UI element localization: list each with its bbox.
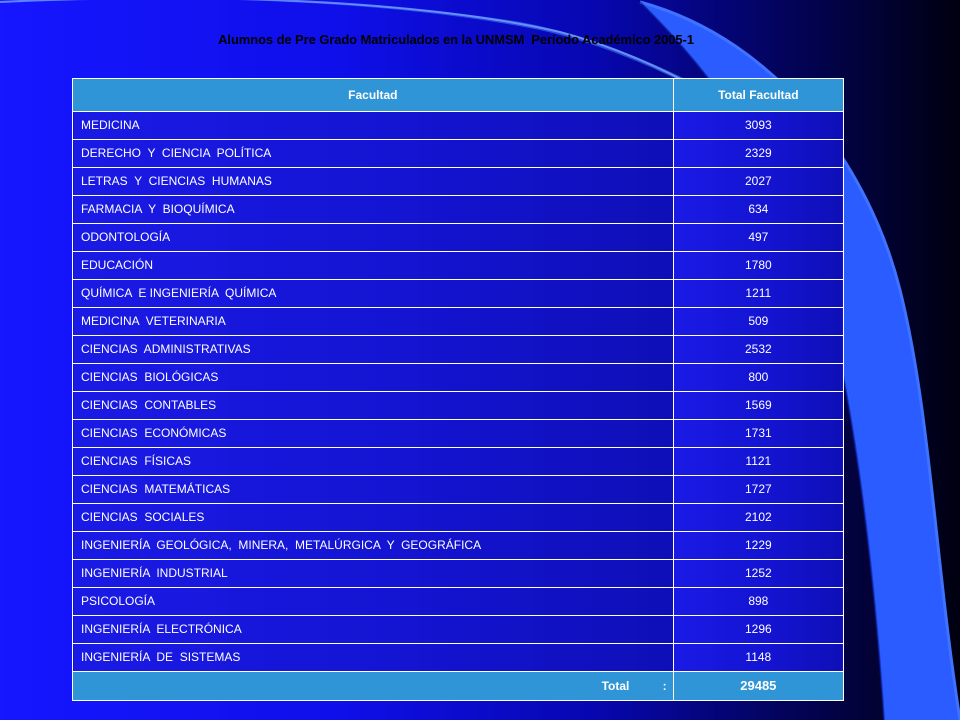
facultad-cell: CIENCIAS CONTABLES	[72, 391, 674, 420]
table-row: INGENIERÍA GEOLÓGICA, MINERA, METALÚRGIC…	[72, 531, 845, 560]
table-row: PSICOLOGÍA 898	[72, 587, 845, 616]
facultad-cell: INGENIERÍA ELECTRÓNICA	[72, 615, 674, 644]
header-facultad: Facultad	[72, 78, 674, 112]
total-facultad-cell: 2102	[672, 503, 845, 532]
facultad-cell: CIENCIAS ADMINISTRATIVAS	[72, 335, 674, 364]
total-facultad-cell: 1211	[672, 279, 845, 308]
table-row: CIENCIAS SOCIALES 2102	[72, 503, 845, 532]
total-facultad-cell: 497	[672, 223, 845, 252]
slide-title: Alumnos de Pre Grado Matriculados en la …	[218, 32, 694, 47]
facultad-cell: INGENIERÍA GEOLÓGICA, MINERA, METALÚRGIC…	[72, 531, 674, 560]
facultad-cell: INGENIERÍA INDUSTRIAL	[72, 559, 674, 588]
table-row: INGENIERÍA DE SISTEMAS 1148	[72, 643, 845, 672]
table-header-row: Facultad Total Facultad	[72, 78, 845, 112]
table-total-row: Total : 29485	[72, 671, 845, 701]
facultad-cell: LETRAS Y CIENCIAS HUMANAS	[72, 167, 674, 196]
table-row: MEDICINA 3093	[72, 111, 845, 140]
total-facultad-cell: 2027	[672, 167, 845, 196]
table-body: MEDICINA 3093 DERECHO Y CIENCIA POLÍTICA 23…	[72, 111, 845, 672]
table-row: INGENIERÍA INDUSTRIAL 1252	[72, 559, 845, 588]
total-facultad-cell: 800	[672, 363, 845, 392]
table-row: CIENCIAS BIOLÓGICAS 800	[72, 363, 845, 392]
facultad-cell: EDUCACIÓN	[72, 251, 674, 280]
total-facultad-cell: 1229	[672, 531, 845, 560]
total-facultad-cell: 1252	[672, 559, 845, 588]
facultad-cell: FARMACIA Y BIOQUÍMICA	[72, 195, 674, 224]
total-facultad-cell: 509	[672, 307, 845, 336]
table-row: INGENIERÍA ELECTRÓNICA 1296	[72, 615, 845, 644]
total-facultad-cell: 1569	[672, 391, 845, 420]
total-facultad-cell: 898	[672, 587, 845, 616]
table-row: MEDICINA VETERINARIA 509	[72, 307, 845, 336]
facultad-cell: ODONTOLOGÍA	[72, 223, 674, 252]
table-row: CIENCIAS MATEMÁTICAS 1727	[72, 475, 845, 504]
total-facultad-cell: 1296	[672, 615, 845, 644]
table-row: EDUCACIÓN 1780	[72, 251, 845, 280]
table-row: QUÍMICA E INGENIERÍA QUÍMICA 1211	[72, 279, 845, 308]
facultad-cell: CIENCIAS MATEMÁTICAS	[72, 475, 674, 504]
header-total-facultad: Total Facultad	[672, 78, 845, 112]
facultad-cell: MEDICINA	[72, 111, 674, 140]
table-row: CIENCIAS ADMINISTRATIVAS 2532	[72, 335, 845, 364]
total-facultad-cell: 2532	[672, 335, 845, 364]
facultad-cell: INGENIERÍA DE SISTEMAS	[72, 643, 674, 672]
facultad-cell: CIENCIAS BIOLÓGICAS	[72, 363, 674, 392]
total-facultad-cell: 3093	[672, 111, 845, 140]
total-facultad-cell: 1727	[672, 475, 845, 504]
total-facultad-cell: 1780	[672, 251, 845, 280]
table-row: DERECHO Y CIENCIA POLÍTICA 2329	[72, 139, 845, 168]
total-facultad-cell: 1731	[672, 419, 845, 448]
facultad-cell: MEDICINA VETERINARIA	[72, 307, 674, 336]
right-ribbon-edge	[639, 0, 960, 720]
facultad-cell: CIENCIAS SOCIALES	[72, 503, 674, 532]
table-row: CIENCIAS FÍSICAS 1121	[72, 447, 845, 476]
total-facultad-cell: 1148	[672, 643, 845, 672]
table-row: CIENCIAS ECONÓMICAS 1731	[72, 419, 845, 448]
table-row: CIENCIAS CONTABLES 1569	[72, 391, 845, 420]
facultad-cell: DERECHO Y CIENCIA POLÍTICA	[72, 139, 674, 168]
enrollment-table: Facultad Total Facultad MEDICINA 3093 DERE…	[72, 78, 845, 701]
total-facultad-cell: 2329	[672, 139, 845, 168]
total-value: 29485	[672, 671, 845, 701]
total-facultad-cell: 634	[672, 195, 845, 224]
table-row: LETRAS Y CIENCIAS HUMANAS 2027	[72, 167, 845, 196]
facultad-cell: CIENCIAS ECONÓMICAS	[72, 419, 674, 448]
total-facultad-cell: 1121	[672, 447, 845, 476]
facultad-cell: QUÍMICA E INGENIERÍA QUÍMICA	[72, 279, 674, 308]
table-row: FARMACIA Y BIOQUÍMICA 634	[72, 195, 845, 224]
facultad-cell: PSICOLOGÍA	[72, 587, 674, 616]
total-label: Total :	[72, 671, 674, 701]
table-row: ODONTOLOGÍA 497	[72, 223, 845, 252]
right-ribbon	[640, 2, 960, 720]
facultad-cell: CIENCIAS FÍSICAS	[72, 447, 674, 476]
